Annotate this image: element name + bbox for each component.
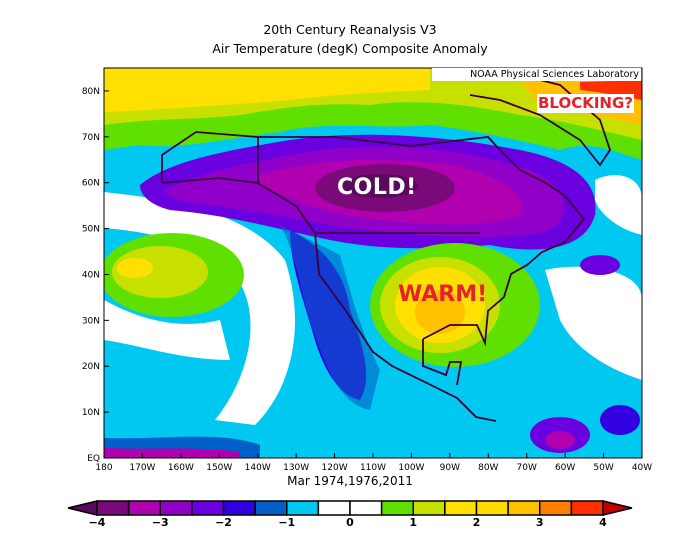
x-tick-label: 50W	[593, 463, 613, 473]
y-tick-label: 80N	[82, 87, 100, 97]
credit-label: NOAA Physical Sciences Laboratory	[432, 68, 641, 81]
x-tick-label: 170W	[129, 463, 155, 473]
y-tick-label: 40N	[82, 270, 100, 280]
y-tick-label: 70N	[82, 133, 100, 143]
colorbar-box	[380, 500, 414, 516]
date-label: Mar 1974,1976,2011	[287, 474, 413, 488]
colorbar-box	[507, 500, 541, 516]
x-tick-label: 140W	[245, 463, 271, 473]
colorbar-box	[317, 500, 351, 516]
colorbar-box	[349, 500, 383, 516]
colorbar-tick-label: 3	[536, 516, 544, 529]
anomaly-field	[104, 68, 642, 458]
colorbar-tick-label: −3	[152, 516, 169, 529]
x-tick-label: 100W	[398, 463, 424, 473]
colorbar-tick-label: −1	[278, 516, 295, 529]
y-tick-label: 20N	[82, 362, 100, 372]
x-tick-label: 120W	[322, 463, 348, 473]
colorbar-box	[412, 500, 446, 516]
colorbar-box	[254, 500, 288, 516]
y-axis: EQ 10N 20N 30N 40N 50N 60N 70N 80N	[82, 87, 109, 464]
colorbar: −4 −3 −2 −1 0 1 2 3 4	[67, 500, 633, 529]
x-tick-label: 130W	[283, 463, 309, 473]
y-tick-label: 60N	[82, 179, 100, 189]
x-tick-label: 110W	[360, 463, 386, 473]
colorbar-box	[570, 500, 604, 516]
x-tick-label: 90W	[440, 463, 460, 473]
colorbar-box	[222, 500, 256, 516]
x-tick-label: 60W	[555, 463, 575, 473]
y-tick-label: 50N	[82, 225, 100, 235]
title-line-1: 20th Century Reanalysis V3	[263, 22, 437, 37]
colorbar-tick-label: −2	[215, 516, 232, 529]
y-tick-label: 10N	[82, 408, 100, 418]
y-tick-label: 30N	[82, 316, 100, 326]
colorbar-box	[96, 500, 130, 516]
title-line-2: Air Temperature (degK) Composite Anomaly	[212, 41, 488, 56]
colorbar-tick-label: 1	[409, 516, 417, 529]
colorbar-box	[159, 500, 193, 516]
colorbar-tick-label: 0	[346, 516, 354, 529]
x-tick-label: 80W	[478, 463, 498, 473]
colorbar-tick-label: −4	[89, 516, 106, 529]
colorbar-extend-low	[67, 500, 98, 516]
y-tick-label: EQ	[87, 454, 100, 464]
x-tick-label: 160W	[168, 463, 194, 473]
colorbar-box	[286, 500, 320, 516]
colorbar-box	[127, 500, 161, 516]
colorbar-tick-label: 2	[473, 516, 481, 529]
annotation-cold: COLD!	[337, 175, 417, 200]
x-axis: 180 170W 160W 150W 140W 130W 120W 110W 100W 90W 80…	[95, 453, 652, 473]
colorbar-box	[191, 500, 225, 516]
colorbar-extend-high	[602, 500, 633, 516]
colorbar-box	[475, 500, 509, 516]
x-tick-label: 70W	[517, 463, 537, 473]
x-tick-label: 40W	[632, 463, 652, 473]
x-tick-label: 180	[95, 463, 112, 473]
colorbar-box	[444, 500, 478, 516]
x-tick-label: 150W	[206, 463, 232, 473]
annotation-blocking: BLOCKING?	[537, 94, 634, 113]
colorbar-tick-label: 4	[599, 516, 607, 529]
colorbar-box	[539, 500, 573, 516]
annotation-warm: WARM!	[398, 282, 488, 307]
